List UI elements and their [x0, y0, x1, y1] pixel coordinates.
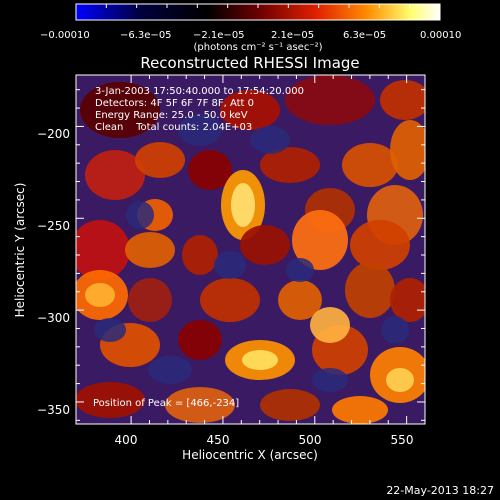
- emission-blob: [128, 278, 172, 322]
- emission-blob: [350, 220, 410, 270]
- y-tick-label-3: −350: [37, 403, 70, 417]
- emission-blob: [76, 220, 130, 280]
- emission-blob: [310, 307, 350, 343]
- negative-region: [148, 356, 192, 384]
- emission-blob: [178, 320, 222, 360]
- emission-blob: [220, 90, 280, 130]
- emission-blob: [182, 235, 218, 275]
- y-tick-label-2: −300: [37, 311, 70, 325]
- negative-region: [214, 251, 246, 279]
- emission-blob: [390, 278, 425, 322]
- x-tick-label-3: 550: [391, 433, 414, 447]
- info-energy-range: Energy Range: 25.0 - 50.0 keV: [95, 110, 248, 121]
- colorbar-tick-label-1: −6.3e−05: [120, 30, 172, 41]
- emission-blob: [135, 142, 185, 178]
- emission-blob: [380, 80, 425, 120]
- colorbar-tick-label-0: −0.00010: [40, 30, 90, 41]
- footer-timestamp: 22-May-2013 18:27: [386, 484, 494, 497]
- colorbar-tick-label-5: 0.00010: [420, 30, 461, 41]
- info-detectors: Detectors: 4F 5F 6F 7F 8F, Att 0: [95, 98, 254, 109]
- colorbar: −0.00010 −6.3e−05 −2.1e−05 2.1e−05 6.3e−…: [40, 3, 461, 53]
- x-axis-label: Heliocentric X (arcsec): [182, 448, 318, 462]
- colorbar-tick-label-3: 2.1e−05: [271, 30, 314, 41]
- x-tick-label-1: 450: [207, 433, 230, 447]
- negative-region: [94, 318, 126, 342]
- colorbar-tick-label-4: 6.3e−05: [343, 30, 386, 41]
- negative-region: [312, 368, 348, 392]
- rhessi-image: [76, 75, 425, 424]
- plot-title: Reconstructed RHESSI Image: [140, 54, 359, 72]
- info-clean-counts: Clean Total counts: 2.04E+03: [95, 122, 252, 133]
- info-time-range: 3-Jan-2003 17:50:40.000 to 17:54:20.000: [95, 86, 304, 97]
- emission-blob: [76, 382, 145, 418]
- emission-blob: [285, 75, 375, 125]
- colorbar-units-label: (photons cm⁻² s⁻¹ asec⁻²): [193, 42, 322, 53]
- emission-blob: [292, 210, 348, 270]
- emission-blob: [278, 280, 322, 320]
- emission-blob: [332, 396, 388, 424]
- colorbar-tick-label-2: −2.1e−05: [193, 30, 245, 41]
- emission-blob: [125, 232, 175, 268]
- emission-blob: [188, 150, 232, 190]
- negative-region: [381, 316, 409, 344]
- emission-blob: [386, 368, 414, 392]
- emission-blob: [231, 183, 255, 227]
- peak-position-label: Position of Peak = [466,-234]: [93, 398, 239, 409]
- negative-region: [250, 126, 290, 154]
- emission-blob: [242, 350, 278, 370]
- emission-blob: [345, 262, 395, 318]
- emission-blob: [342, 143, 398, 187]
- emission-blob: [260, 389, 320, 421]
- negative-region: [286, 258, 314, 282]
- emission-blob: [80, 82, 160, 138]
- negative-region: [178, 114, 222, 146]
- emission-blob: [85, 283, 115, 307]
- emission-blob: [260, 147, 320, 183]
- emission-blob: [390, 120, 425, 180]
- emission-blob: [165, 387, 235, 423]
- emission-blob: [200, 278, 260, 322]
- y-tick-label-1: −250: [37, 219, 70, 233]
- x-tick-label-0: 400: [115, 433, 138, 447]
- plot-frame: [75, 74, 426, 425]
- emission-blob: [85, 150, 145, 200]
- negative-region: [126, 201, 154, 229]
- y-axis-label: Heliocentric Y (arcsec): [13, 183, 27, 318]
- y-tick-label-0: −200: [37, 127, 70, 141]
- x-tick-label-2: 500: [299, 433, 322, 447]
- emission-blob: [240, 225, 290, 265]
